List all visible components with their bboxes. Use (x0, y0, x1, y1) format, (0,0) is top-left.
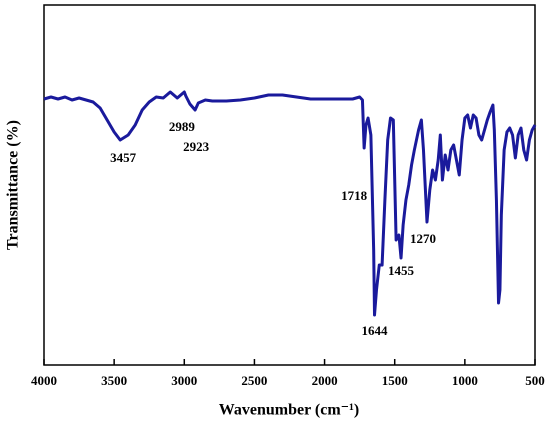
x-tick-label: 2500 (241, 373, 267, 388)
peak-label: 1718 (341, 188, 368, 203)
spectrum-line (43, 90, 537, 317)
x-tick-label: 500 (525, 373, 545, 388)
x-tick-label: 4000 (31, 373, 57, 388)
x-tick-label: 3500 (101, 373, 127, 388)
plot-frame (43, 4, 536, 366)
peak-label: 2989 (169, 119, 196, 134)
y-axis-title: Transmittance (%) (5, 120, 22, 250)
peak-label: 3457 (110, 150, 137, 165)
x-axis-title: Wavenumber (cm⁻¹) (219, 402, 359, 419)
x-tick-label: 3000 (171, 373, 197, 388)
x-tick-label: 2000 (312, 373, 338, 388)
peak-label: 1644 (362, 323, 389, 338)
peak-label: 1270 (410, 231, 436, 246)
x-tick-label: 1500 (382, 373, 408, 388)
peak-label: 1455 (388, 263, 415, 278)
peak-label: 2923 (183, 139, 210, 154)
x-tick-label: 1000 (452, 373, 478, 388)
